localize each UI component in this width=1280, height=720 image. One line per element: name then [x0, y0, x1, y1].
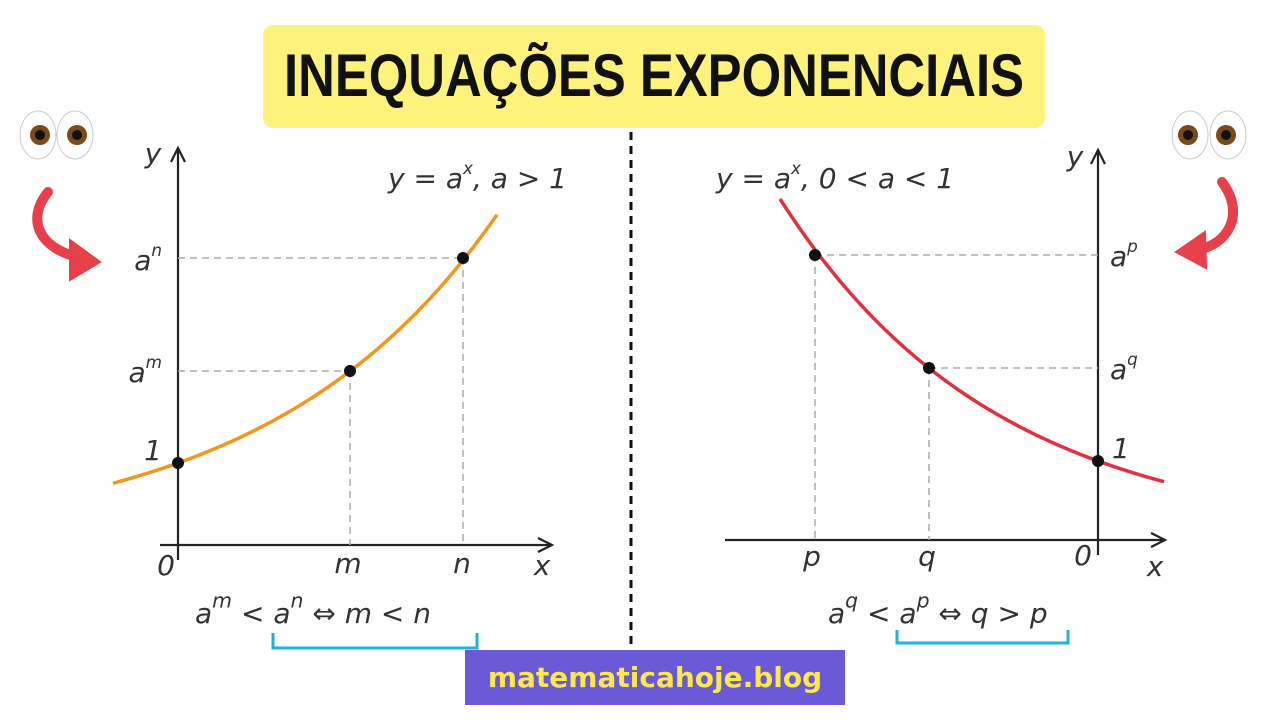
point [809, 249, 821, 261]
arrow-right [1174, 177, 1238, 270]
curve-label: y = ax​, a > 1 [387, 158, 567, 195]
point [1092, 455, 1104, 467]
text: ⇔ [303, 597, 344, 630]
text: , 0 < a < 1 [801, 162, 954, 195]
origin: 0 [1074, 539, 1092, 572]
base: a [134, 244, 151, 277]
y-label: aq​ [1110, 349, 1138, 386]
text: > [989, 597, 1030, 630]
title-box [263, 25, 1045, 128]
x-label: m [334, 547, 361, 580]
text: < [372, 597, 413, 630]
text: y = [715, 162, 774, 195]
title: INEQUAÇÕES EXPONENCIAIS [284, 42, 1024, 109]
curve-label: y = ax​, 0 < a < 1 [715, 158, 954, 195]
text: , a > 1 [473, 162, 567, 195]
base: a [446, 162, 463, 195]
formula: aq​ < ap​ ⇔ q > p [828, 588, 1048, 630]
text: ⇔ [930, 597, 971, 630]
exponent: n [290, 588, 303, 612]
axis-label: y [144, 137, 162, 170]
exponent: q [1127, 349, 1138, 369]
eyes-right [1171, 110, 1247, 160]
text: < [858, 597, 899, 630]
arrowhead [170, 145, 186, 163]
origin: 0 [157, 549, 175, 582]
y-label: am​ [128, 352, 162, 389]
text: p [1029, 597, 1048, 630]
y-label: 1 [144, 434, 162, 467]
arrowhead [1090, 147, 1106, 165]
eyes-left [19, 110, 94, 160]
exponent: q [845, 588, 858, 612]
footer-box [465, 650, 845, 705]
bracket [271, 633, 479, 650]
arrowhead [537, 537, 555, 553]
base: a [828, 597, 845, 630]
base: a [1110, 240, 1127, 273]
point [172, 457, 184, 469]
text: q [971, 597, 989, 630]
base: a [899, 597, 916, 630]
y-label: 1 [1112, 432, 1130, 465]
point [457, 252, 469, 264]
exponent: p [1126, 236, 1138, 256]
exponent: x [462, 158, 474, 178]
base: a [1110, 353, 1127, 386]
y-label: an​ [134, 240, 162, 277]
exponent: m [146, 352, 162, 372]
exponent: n [151, 240, 162, 260]
point [344, 365, 356, 377]
base: a [774, 162, 791, 195]
text: n [413, 597, 431, 630]
base: a [195, 597, 212, 630]
formula: am​ < an​ ⇔ m < n [195, 588, 431, 630]
exponent: x [790, 158, 802, 178]
axis-label: x [1146, 550, 1164, 583]
base: a [128, 356, 145, 389]
footer: matematicahoje.blog [488, 661, 822, 694]
x-label: q [918, 540, 936, 573]
base: a [273, 597, 290, 630]
axis-label: x [533, 549, 551, 582]
x-label: p [802, 540, 821, 573]
y-label: ap​ [1110, 236, 1138, 273]
text: m [345, 597, 372, 630]
exponent: p [916, 588, 930, 612]
arrowhead [1150, 532, 1168, 548]
arrow-left [32, 187, 102, 282]
axis-label: y [1066, 140, 1084, 173]
point [923, 362, 935, 374]
bracket [895, 630, 1070, 645]
exponent: m [212, 588, 232, 612]
x-label: n [453, 547, 471, 580]
text: y = [387, 162, 446, 195]
text: < [232, 597, 273, 630]
